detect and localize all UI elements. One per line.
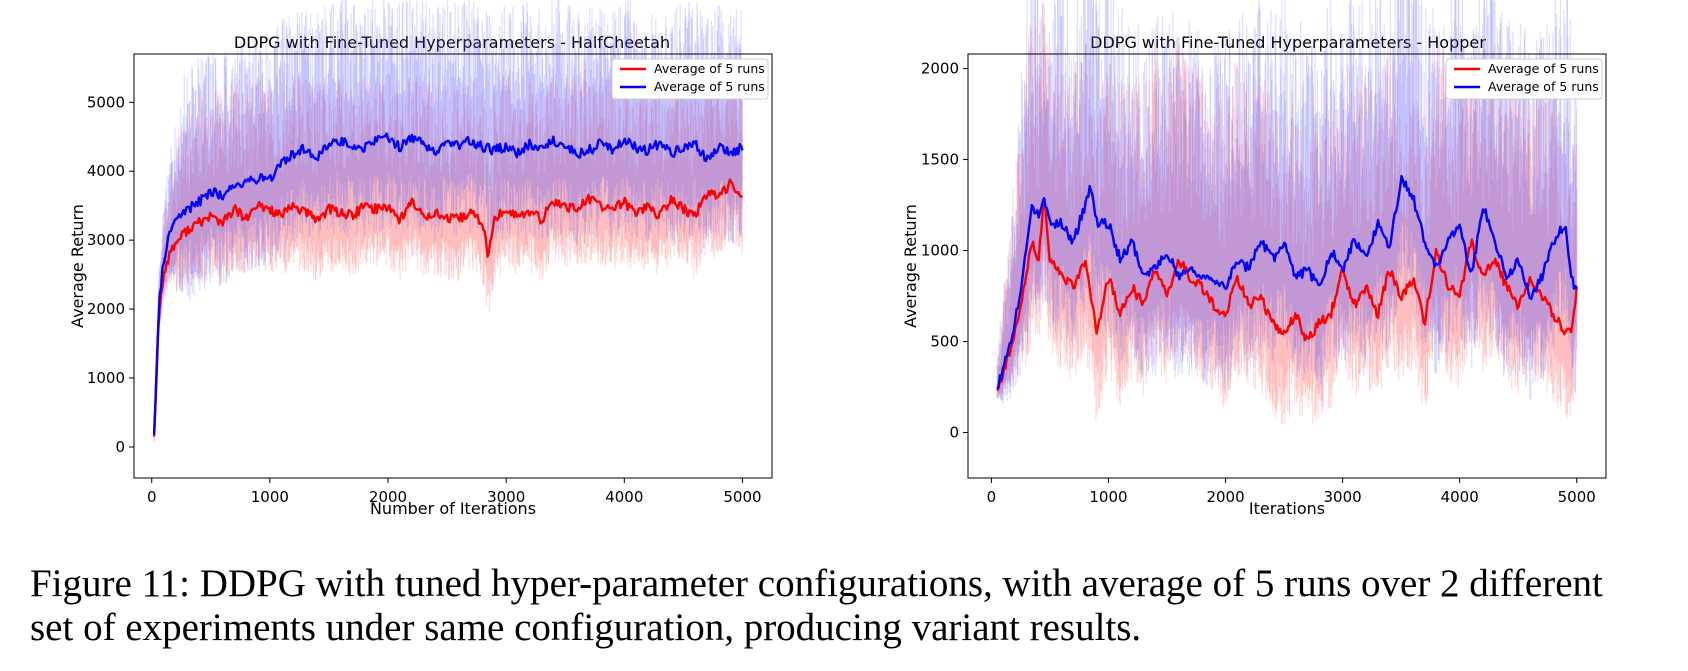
series-line bbox=[152, 178, 744, 437]
y-tick-label: 3000 bbox=[87, 231, 125, 249]
legend-label: Average of 5 runs bbox=[654, 61, 765, 76]
chart-hopper: DDPG with Fine-Tuned Hyperparameters - H… bbox=[901, 0, 1607, 518]
y-tick-label: 1500 bbox=[921, 151, 959, 169]
y-tick-label: 0 bbox=[115, 438, 125, 456]
y-tick-label: 5000 bbox=[87, 93, 125, 111]
x-tick-label: 5000 bbox=[723, 488, 761, 506]
x-tick-label: 3000 bbox=[1324, 488, 1362, 506]
chart-halfcheetah: DDPG with Fine-Tuned Hyperparameters - H… bbox=[68, 0, 773, 518]
legend: Average of 5 runs Average of 5 runs bbox=[611, 58, 769, 100]
axis-ticks: 0 1000 2000 3000 4000 5000 0 1000 2000 3000 4000 50… bbox=[87, 93, 762, 506]
y-tick-label: 4000 bbox=[87, 162, 125, 180]
legend: Average of 5 runs Average of 5 runs bbox=[1445, 58, 1603, 100]
x-tick-label: 0 bbox=[987, 488, 997, 506]
x-tick-label: 5000 bbox=[1558, 488, 1596, 506]
x-tick-label: 4000 bbox=[605, 488, 643, 506]
x-tick-label: 4000 bbox=[1441, 488, 1479, 506]
variance-band bbox=[153, 52, 743, 442]
series-line bbox=[996, 199, 1578, 392]
axis-ticks: 0 1000 2000 3000 4000 5000 0 500 1000 1500 2000 bbox=[921, 60, 1596, 506]
legend-box bbox=[1445, 58, 1603, 100]
plot-area bbox=[996, 0, 1578, 425]
y-tick-label: 2000 bbox=[87, 300, 125, 318]
series-line bbox=[152, 132, 744, 435]
y-tick-label: 0 bbox=[949, 424, 959, 442]
x-axis-label: Iterations bbox=[1249, 499, 1325, 518]
y-tick-label: 1000 bbox=[921, 242, 959, 260]
figure-canvas: DDPG with Fine-Tuned Hyperparameters - H… bbox=[68, 0, 1607, 518]
y-tick-label: 1000 bbox=[87, 369, 125, 387]
y-axis-label: Average Return bbox=[68, 204, 87, 328]
plot-frame bbox=[133, 53, 773, 479]
chart-title: DDPG with Fine-Tuned Hyperparameters - H… bbox=[234, 33, 670, 52]
figure-caption: Figure 11: DDPG with tuned hyper-paramet… bbox=[30, 562, 1680, 650]
legend-label: Average of 5 runs bbox=[1488, 61, 1599, 76]
variance-band bbox=[996, 0, 1578, 425]
caption-line-2: set of experiments under same configurat… bbox=[30, 606, 1142, 649]
y-tick-label: 2000 bbox=[921, 60, 959, 78]
x-tick-label: 2000 bbox=[369, 488, 407, 506]
legend-label: Average of 5 runs bbox=[654, 79, 765, 94]
x-axis-label: Number of Iterations bbox=[370, 499, 536, 518]
plot-area bbox=[152, 0, 744, 442]
x-tick-label: 0 bbox=[147, 488, 157, 506]
y-axis-label: Average Return bbox=[901, 204, 920, 328]
caption-line-1: Figure 11: DDPG with tuned hyper-paramet… bbox=[30, 562, 1603, 605]
x-tick-label: 3000 bbox=[487, 488, 525, 506]
chart-title: DDPG with Fine-Tuned Hyperparameters - H… bbox=[1090, 33, 1486, 52]
y-tick-label: 500 bbox=[930, 333, 959, 351]
variance-band bbox=[153, 0, 743, 442]
series-line bbox=[996, 174, 1578, 390]
x-tick-label: 1000 bbox=[251, 488, 289, 506]
x-tick-label: 2000 bbox=[1206, 488, 1244, 506]
plot-frame bbox=[967, 53, 1607, 479]
legend-label: Average of 5 runs bbox=[1488, 79, 1599, 94]
legend-box bbox=[611, 58, 769, 100]
x-tick-label: 1000 bbox=[1089, 488, 1127, 506]
